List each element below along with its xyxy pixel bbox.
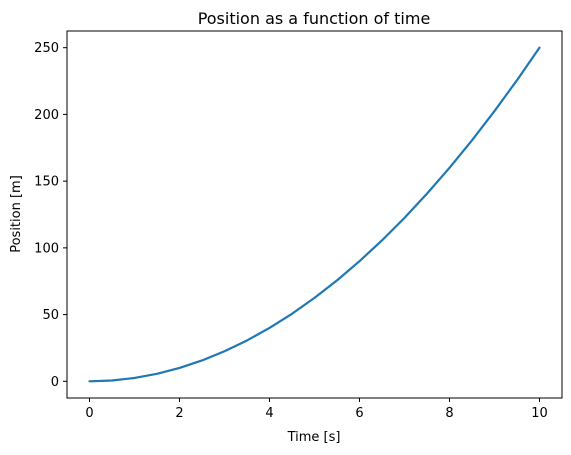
chart-title: Position as a function of time bbox=[198, 9, 431, 28]
x-tick-label: 10 bbox=[531, 406, 548, 421]
x-axis-label: Time [s] bbox=[287, 430, 341, 445]
y-axis-label: Position [m] bbox=[9, 175, 24, 253]
y-tick-label: 250 bbox=[34, 41, 59, 56]
y-axis: 0 50 100 150 200 250 bbox=[34, 41, 67, 390]
plot-area bbox=[88, 46, 541, 383]
y-tick-label: 100 bbox=[34, 241, 59, 256]
series-line-0 bbox=[88, 46, 541, 383]
x-tick-label: 0 bbox=[85, 406, 93, 421]
plot-frame bbox=[66, 30, 563, 399]
x-tick-label: 2 bbox=[175, 406, 183, 421]
y-tick-label: 0 bbox=[51, 375, 59, 390]
y-tick-label: 150 bbox=[34, 175, 59, 190]
x-tick-label: 8 bbox=[445, 406, 453, 421]
x-tick-label: 4 bbox=[265, 406, 273, 421]
x-tick-label: 6 bbox=[355, 406, 363, 421]
y-tick-label: 200 bbox=[34, 108, 59, 123]
y-tick-label: 50 bbox=[42, 308, 59, 323]
x-axis: 0 2 4 6 8 10 bbox=[85, 398, 548, 421]
